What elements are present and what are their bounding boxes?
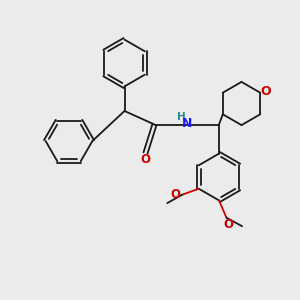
Text: H: H: [176, 112, 185, 122]
Text: O: O: [140, 153, 150, 166]
Text: O: O: [223, 218, 233, 231]
Text: O: O: [260, 85, 271, 98]
Text: O: O: [171, 188, 181, 201]
Text: N: N: [182, 116, 193, 130]
